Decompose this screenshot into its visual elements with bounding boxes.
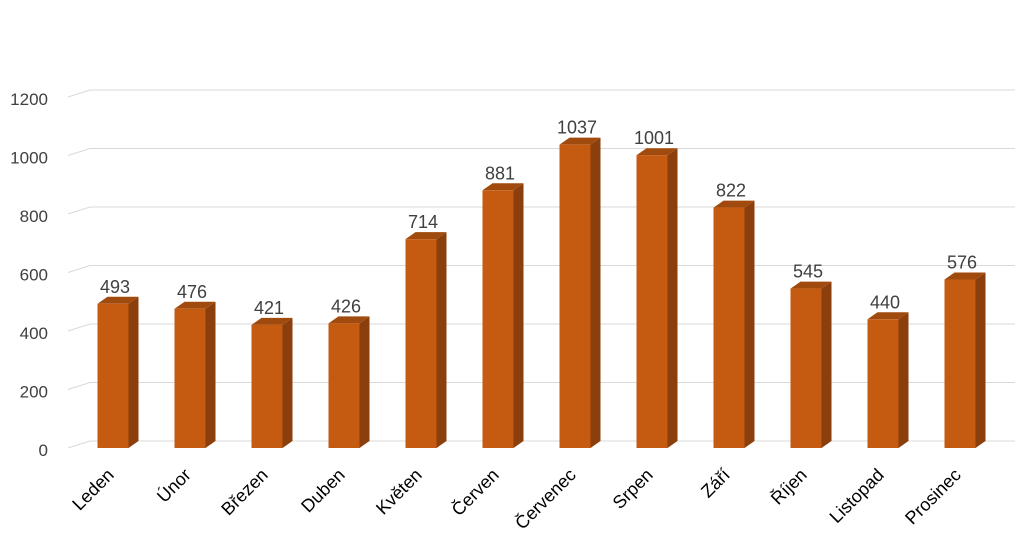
y-tick-label: 600 bbox=[20, 266, 48, 285]
gridlines bbox=[67, 89, 1015, 449]
bar-side bbox=[590, 137, 601, 449]
bar-front bbox=[790, 288, 822, 448]
x-tick-label: Listopad bbox=[826, 465, 888, 527]
bar-top bbox=[944, 272, 986, 280]
x-tick-label: Prosinec bbox=[901, 465, 965, 529]
x-tick-label: Únor bbox=[152, 464, 194, 506]
bar-side bbox=[128, 296, 139, 448]
bar-front bbox=[251, 324, 283, 448]
gridline-depth bbox=[67, 89, 91, 98]
data-label: 576 bbox=[947, 253, 977, 273]
bar-top bbox=[97, 296, 139, 304]
bar-side bbox=[821, 281, 832, 448]
y-tick-label: 400 bbox=[20, 324, 48, 343]
data-labels: 493 476 421 426 714 881 1037 1001 822 545 440 576 bbox=[100, 118, 977, 318]
x-axis-labels: Leden Únor Březen Duben Květen Červen Červenec… bbox=[68, 464, 965, 533]
data-label: 476 bbox=[177, 282, 207, 302]
data-label: 421 bbox=[254, 298, 284, 318]
data-label: 881 bbox=[485, 163, 515, 183]
bar-top bbox=[636, 148, 678, 156]
bar-top bbox=[251, 317, 293, 325]
x-tick-label: Červen bbox=[447, 464, 503, 520]
bar bbox=[636, 148, 678, 448]
x-tick-label: Duben bbox=[297, 465, 349, 517]
y-tick-label: 0 bbox=[39, 441, 48, 460]
bar-top bbox=[559, 137, 601, 145]
x-tick-label: Září bbox=[697, 465, 734, 502]
bar bbox=[713, 200, 755, 448]
bar bbox=[482, 183, 524, 448]
bar-side bbox=[282, 317, 293, 448]
bar bbox=[559, 137, 601, 449]
gridline-depth bbox=[67, 382, 91, 390]
bar-side bbox=[898, 312, 909, 448]
bar-front bbox=[713, 207, 745, 448]
data-label: 822 bbox=[716, 181, 746, 201]
x-tick-label: Březen bbox=[217, 465, 271, 519]
bar-top bbox=[482, 183, 524, 191]
gridline-depth bbox=[67, 440, 91, 449]
y-tick-label: 200 bbox=[20, 383, 48, 402]
y-tick-label: 800 bbox=[20, 207, 48, 226]
data-label: 440 bbox=[870, 292, 900, 312]
bars bbox=[97, 137, 986, 449]
x-tick-label: Srpen bbox=[609, 465, 657, 513]
bar-front bbox=[405, 239, 437, 448]
gridline-depth bbox=[67, 323, 91, 332]
bar bbox=[405, 232, 447, 448]
bar-top bbox=[328, 316, 370, 324]
bar-top bbox=[713, 200, 755, 208]
data-label: 1037 bbox=[557, 118, 597, 138]
bar bbox=[867, 312, 909, 448]
bar-top bbox=[174, 301, 216, 309]
gridline-depth bbox=[67, 148, 91, 156]
bar bbox=[328, 316, 370, 448]
y-axis-ticks: 0 200 400 600 800 1000 1200 bbox=[10, 90, 48, 460]
x-tick-label: Červenec bbox=[510, 464, 579, 533]
bar bbox=[790, 281, 832, 448]
bar-side bbox=[359, 316, 370, 448]
bar-side bbox=[205, 301, 216, 448]
bar-front bbox=[174, 308, 206, 448]
bar-side bbox=[744, 200, 755, 448]
data-label: 426 bbox=[331, 296, 361, 316]
bar-side bbox=[975, 272, 986, 448]
bar-top bbox=[867, 312, 909, 320]
bar-front bbox=[867, 319, 899, 448]
bar bbox=[944, 272, 986, 448]
bar-front bbox=[328, 323, 360, 448]
bar-side bbox=[667, 148, 678, 448]
data-label: 1001 bbox=[634, 128, 674, 148]
data-label: 545 bbox=[793, 262, 823, 282]
bar-front bbox=[559, 144, 591, 449]
bar-front bbox=[97, 303, 129, 448]
bar-front bbox=[944, 279, 976, 448]
y-tick-label: 1000 bbox=[10, 149, 48, 168]
bar bbox=[174, 301, 216, 448]
bar-side bbox=[436, 232, 447, 448]
bar-top bbox=[405, 232, 447, 240]
gridline-depth bbox=[67, 206, 91, 215]
bar-side bbox=[513, 183, 524, 448]
y-tick-label: 1200 bbox=[10, 90, 48, 109]
bar-top bbox=[790, 281, 832, 289]
x-tick-label: Leden bbox=[68, 465, 118, 515]
x-tick-label: Říjen bbox=[767, 465, 811, 509]
bar bbox=[251, 317, 293, 448]
bar-front bbox=[636, 155, 668, 448]
data-label: 714 bbox=[408, 212, 438, 232]
bar bbox=[97, 296, 139, 448]
gridline-depth bbox=[67, 265, 91, 273]
data-label: 493 bbox=[100, 277, 130, 297]
x-tick-label: Květen bbox=[372, 465, 426, 519]
bar-front bbox=[482, 190, 514, 448]
